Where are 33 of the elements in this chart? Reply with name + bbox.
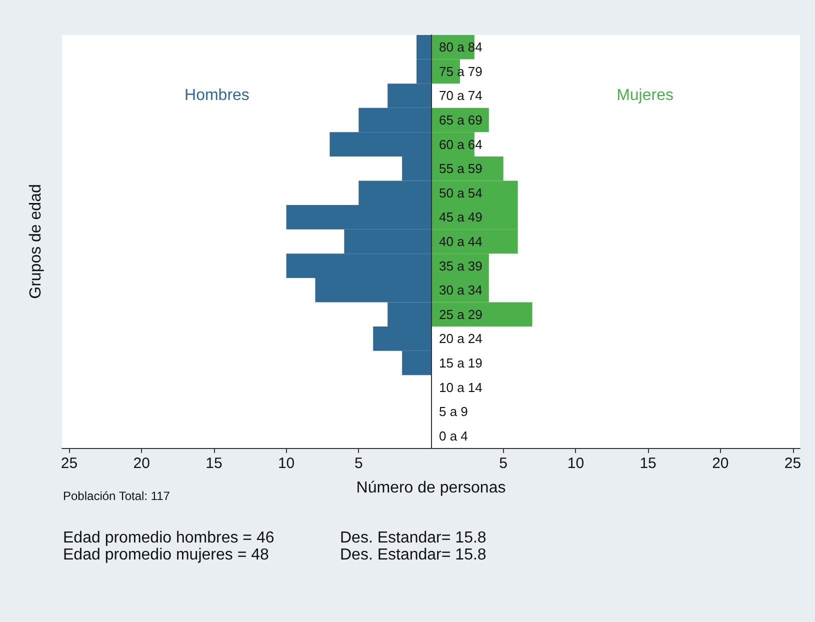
text: Des. Estandar= 15.8 — [340, 530, 486, 546]
y-tick-label: 45 a 49 — [439, 210, 482, 225]
x-tick-label: 25 — [784, 455, 802, 472]
text: Edad promedio hombres = 46 — [63, 530, 274, 546]
y-tick-label: 55 a 59 — [439, 161, 482, 176]
x-tick-label: 10 — [278, 455, 295, 472]
x-tick-label: 15 — [206, 455, 222, 472]
y-axis-title: Grupos de edad — [28, 184, 44, 299]
x-tick-label: 20 — [133, 455, 150, 472]
x-tick-label: 10 — [567, 455, 584, 472]
x-tick-label: 5 — [499, 455, 508, 472]
y-tick-label: 40 a 44 — [439, 234, 482, 249]
y-tick-label: 35 a 39 — [439, 258, 482, 274]
text: Edad promedio mujeres = 48 — [63, 546, 269, 564]
x-tick-label: 20 — [712, 455, 729, 472]
y-tick-label: 70 a 74 — [439, 88, 482, 104]
x-tick-label: 25 — [60, 455, 78, 472]
y-tick-label: 5 a 9 — [439, 404, 468, 420]
text: Mujeres — [616, 87, 674, 104]
x-tick-label: 15 — [640, 455, 656, 472]
y-tick-label: 25 a 29 — [439, 306, 482, 322]
y-tick-label: 20 a 24 — [439, 331, 482, 346]
text: Hombres — [184, 87, 250, 104]
y-tick-label: 30 a 34 — [439, 282, 482, 298]
text: Des. Estandar= 15.8 — [340, 546, 486, 564]
y-tick-label: 0 a 4 — [439, 428, 468, 444]
text: Población Total: 117 — [63, 489, 170, 503]
y-tick-label: 15 a 19 — [439, 355, 482, 370]
y-tick-label: 50 a 54 — [439, 185, 482, 200]
x-axis-title: Número de personas — [356, 480, 506, 496]
x-tick-label: 5 — [354, 455, 363, 472]
y-tick-label: 10 a 14 — [439, 380, 482, 395]
y-tick-label: 65 a 69 — [439, 112, 482, 128]
